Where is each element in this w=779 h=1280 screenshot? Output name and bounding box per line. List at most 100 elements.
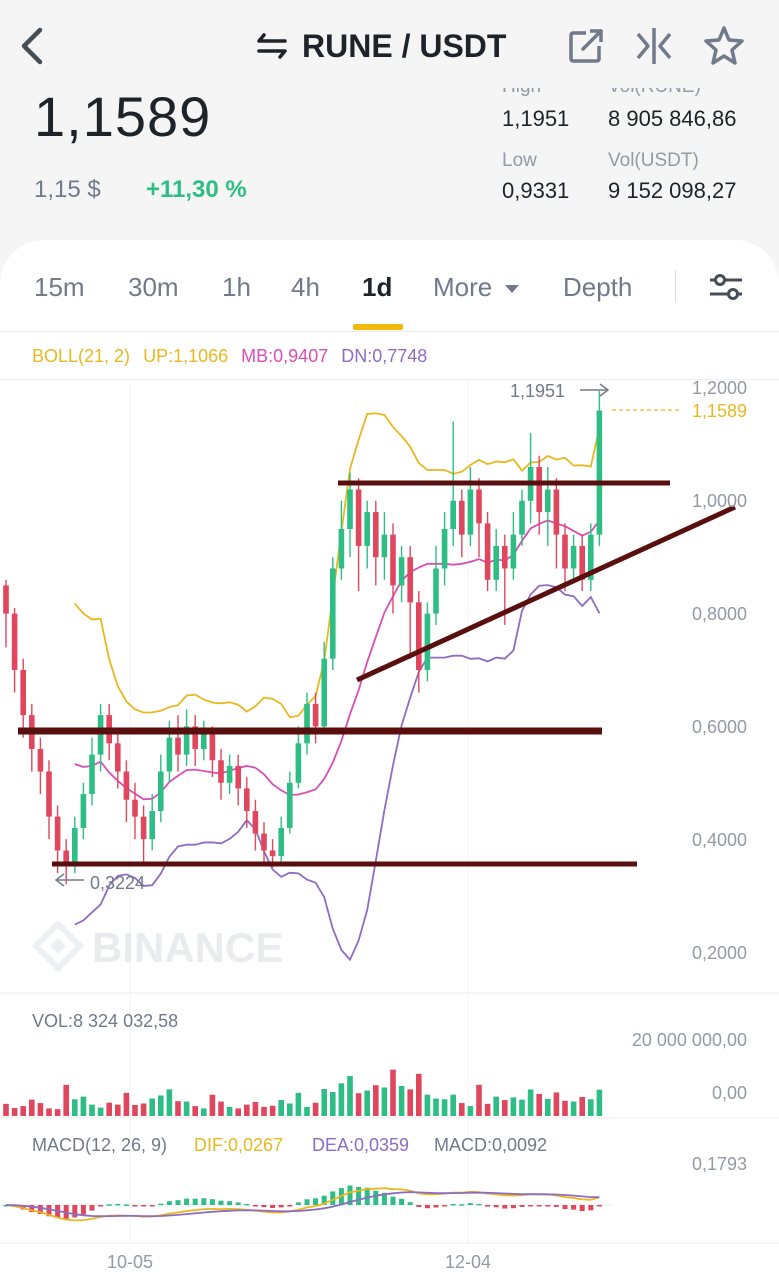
price-change: +11,30 % xyxy=(146,176,247,203)
candle-body xyxy=(278,827,284,857)
macd-name: MACD(12, 26, 9) xyxy=(32,1135,167,1155)
tab-4h[interactable]: 4h xyxy=(291,272,320,302)
volume-bar xyxy=(209,1094,216,1116)
macd-histogram-bar xyxy=(158,1203,164,1206)
price-tick: 0,4000 xyxy=(692,830,747,850)
time-tick: 12-04 xyxy=(445,1252,491,1272)
candle-body xyxy=(115,743,121,772)
volume-bar xyxy=(218,1101,224,1116)
tab-15m[interactable]: 15m xyxy=(34,272,85,302)
candle-body xyxy=(373,512,379,558)
volume-bar xyxy=(149,1098,155,1116)
volume-bar xyxy=(493,1096,499,1116)
macd-histogram-bar xyxy=(98,1205,104,1207)
price-tick: 0,2000 xyxy=(692,943,747,963)
candle-body xyxy=(355,489,362,546)
volume-bar xyxy=(89,1104,95,1116)
macd-histogram-bar xyxy=(571,1205,577,1210)
share-icon[interactable] xyxy=(564,24,608,68)
macd-lines xyxy=(0,1185,612,1222)
candle-body xyxy=(596,410,603,535)
last-price-tag: 1,1589 xyxy=(692,401,747,421)
candle-body xyxy=(390,534,396,586)
volume-bar xyxy=(338,1083,345,1116)
drawn-trendlines[interactable] xyxy=(18,480,737,867)
tab-depth[interactable]: Depth xyxy=(563,272,633,302)
volume-bar xyxy=(63,1084,69,1116)
tab-1h[interactable]: 1h xyxy=(222,272,251,302)
volume-bar xyxy=(347,1076,353,1116)
volume-bar xyxy=(398,1085,405,1116)
candle-body xyxy=(545,489,551,513)
volume-bar xyxy=(424,1094,431,1116)
volume-bar xyxy=(175,1101,181,1116)
macd-dif: DIF:0,0267 xyxy=(194,1135,283,1155)
macd-histogram-bar xyxy=(175,1200,181,1205)
candle-body xyxy=(72,827,78,862)
volume-bars xyxy=(3,1069,603,1116)
vol-axis-zero: 0,00 xyxy=(712,1083,747,1103)
macd-histogram-bar xyxy=(295,1202,301,1205)
macd-histogram-bar xyxy=(528,1205,534,1207)
macd-value: MACD:0,0092 xyxy=(434,1135,547,1155)
chevron-left-icon[interactable] xyxy=(14,24,50,68)
tab-1d[interactable]: 1d xyxy=(362,272,393,302)
candle-body xyxy=(433,568,439,614)
candle-body xyxy=(209,732,216,761)
volume-bar xyxy=(287,1103,293,1116)
candle-body xyxy=(218,760,224,783)
candle-body xyxy=(269,850,276,857)
candle-body xyxy=(287,782,293,828)
high-marker: 1,1951 xyxy=(510,381,610,401)
price-tick: 0,6000 xyxy=(692,717,747,737)
candle-body xyxy=(502,545,508,569)
volume-bar xyxy=(441,1099,448,1116)
last-price-marker: 1,1589 xyxy=(612,401,747,421)
candle-body xyxy=(20,670,26,716)
candlesticks xyxy=(3,390,603,885)
tab-divider xyxy=(675,270,676,302)
star-icon[interactable] xyxy=(702,24,746,68)
volume-bar xyxy=(106,1102,112,1116)
candle-body xyxy=(140,816,147,840)
price-tick: 0,8000 xyxy=(692,604,747,624)
macd-histogram-bar xyxy=(201,1198,207,1205)
candle-body xyxy=(579,545,585,580)
volume-bar xyxy=(80,1096,87,1116)
macd-histogram-bar xyxy=(244,1203,250,1206)
candle-body xyxy=(312,703,319,727)
macd-histogram-bar xyxy=(502,1205,508,1209)
macd-histogram-bar xyxy=(141,1205,147,1207)
candle-body xyxy=(459,500,465,535)
candle-body xyxy=(467,489,474,535)
candle-body xyxy=(235,765,241,789)
tab-more[interactable]: More xyxy=(433,272,521,303)
macd-histogram-bar xyxy=(132,1205,138,1207)
macd-histogram-bar xyxy=(442,1205,448,1207)
macd-histogram-bar xyxy=(545,1205,551,1207)
compare-icon[interactable] xyxy=(632,24,676,68)
watermark: BINANCE xyxy=(31,919,283,973)
candle-body xyxy=(484,523,491,580)
ascending-trendline[interactable] xyxy=(355,504,737,683)
candle-body xyxy=(304,703,310,744)
volume-bar xyxy=(570,1101,577,1116)
macd-histogram-bar xyxy=(106,1204,112,1206)
macd-histogram-bar xyxy=(588,1205,594,1211)
tab-30m[interactable]: 30m xyxy=(128,272,179,302)
candle-body xyxy=(321,658,327,727)
volume-bar xyxy=(97,1107,104,1116)
boll-up-line xyxy=(74,412,601,719)
candle-body xyxy=(54,816,61,851)
sliders-icon[interactable] xyxy=(706,270,746,304)
volume-bar xyxy=(123,1092,130,1116)
pair-selector[interactable]: RUNE / USDT xyxy=(256,24,506,68)
time-tick: 10-05 xyxy=(107,1252,153,1272)
macd-histogram-bar xyxy=(261,1205,267,1208)
candle-body xyxy=(519,500,525,535)
macd-histogram-bar xyxy=(123,1204,129,1206)
macd-axis-top: 0,1793 xyxy=(692,1154,747,1174)
macd-histogram-bar xyxy=(29,1205,35,1213)
candle-body xyxy=(3,585,9,614)
